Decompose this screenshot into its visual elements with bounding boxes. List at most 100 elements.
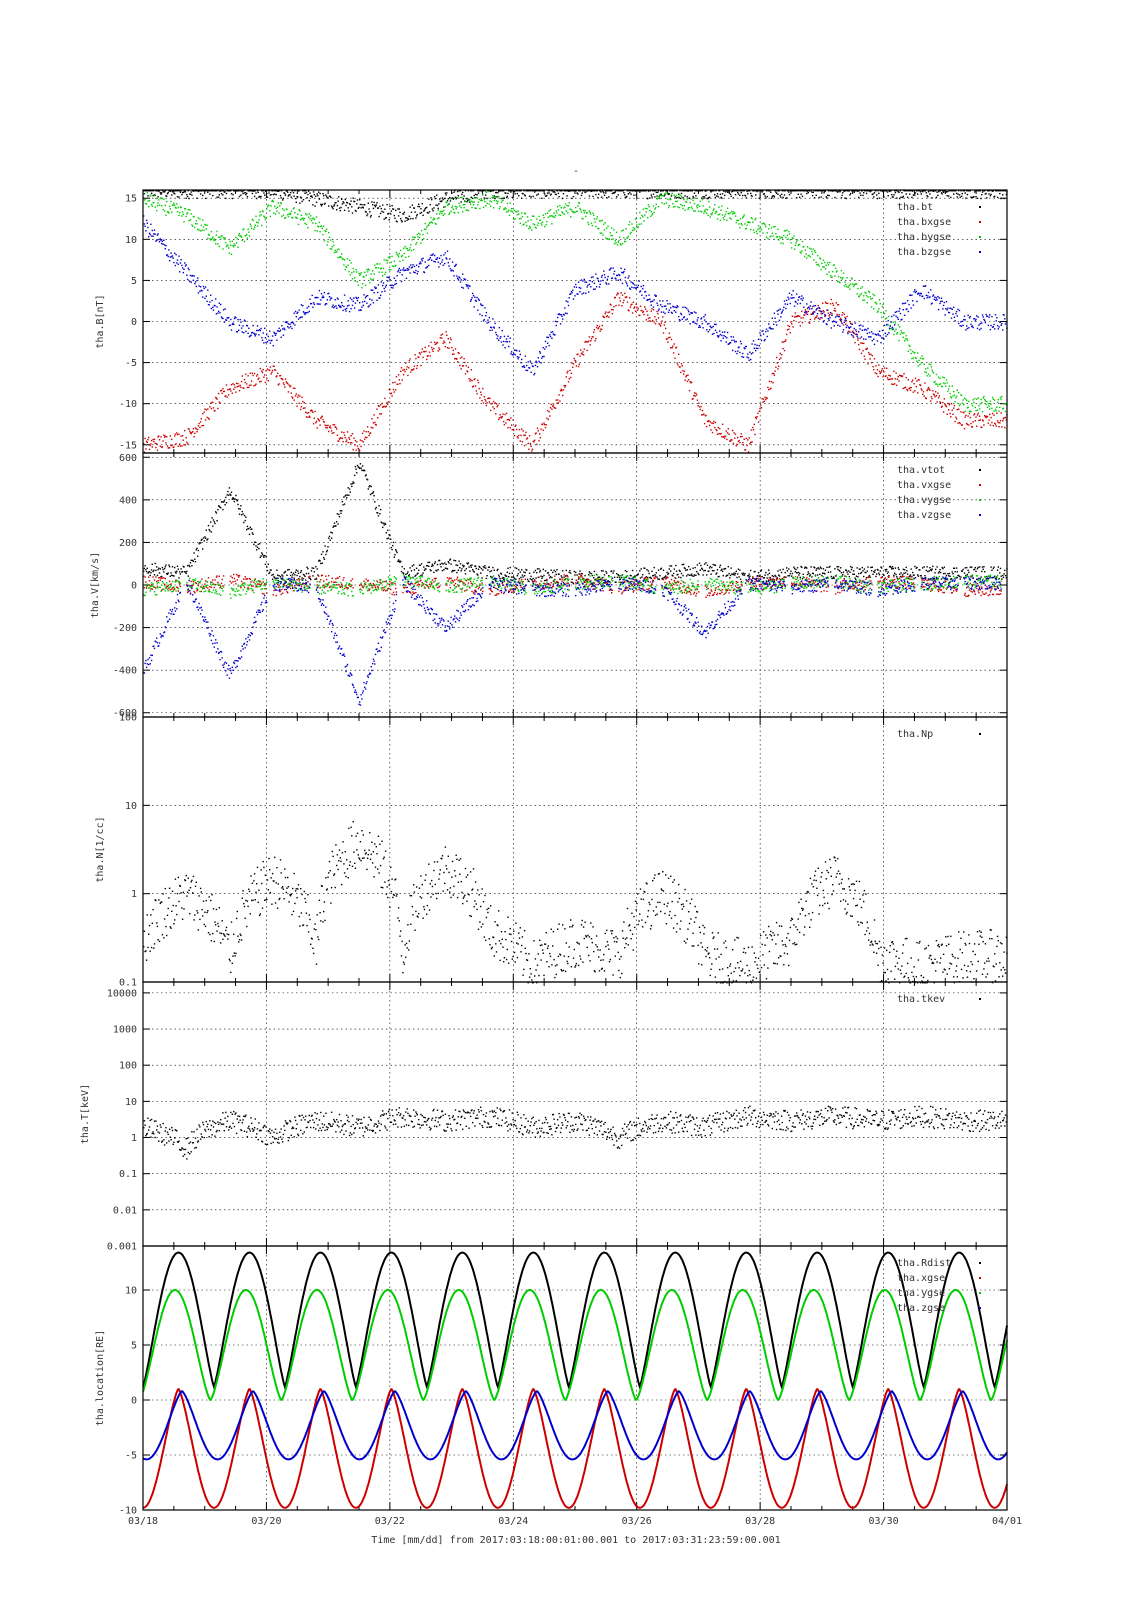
data-point [238,195,241,198]
data-point [250,384,252,386]
data-point [824,190,827,192]
data-point [544,225,546,228]
data-point [555,324,557,327]
data-point [876,334,878,336]
data-point [643,313,645,316]
data-point [736,190,738,192]
data-point [251,218,254,221]
data-point [380,413,382,415]
data-point [674,306,676,308]
data-point [776,190,778,192]
data-point [569,208,571,210]
data-point [210,231,213,233]
data-point [444,197,446,200]
data-point [755,349,757,352]
data-point [886,324,888,326]
data-point [891,194,893,196]
data-point [788,328,790,330]
data-point [175,443,177,445]
data-point [870,353,872,356]
data-point [211,401,213,403]
data-point [231,392,233,394]
data-point [542,214,544,216]
data-point [700,190,702,192]
data-point [421,260,423,262]
data-point [750,441,752,443]
data-point [670,311,673,314]
data-point [235,317,237,319]
data-point [333,424,336,426]
data-point [438,348,441,351]
data-point [498,326,501,329]
data-point [650,310,652,312]
data-point [366,271,369,273]
data-point [171,438,173,441]
data-point [402,374,405,376]
data-point [449,200,452,202]
data-point [358,448,360,451]
data-point [399,260,401,263]
data-point [186,193,188,196]
legend-marker [979,206,981,208]
data-point [922,357,925,360]
data-point [230,329,233,331]
data-point [833,325,835,327]
data-point [380,281,382,283]
data-point [711,214,713,216]
data-point [693,210,695,212]
data-point [283,209,285,212]
data-point [662,316,664,318]
data-point [870,298,872,300]
data-point [211,237,213,240]
data-point [292,217,294,219]
data-point [726,432,729,434]
data-point [243,190,245,192]
data-point [357,297,359,299]
data-point [668,193,670,195]
data-point [778,309,780,311]
data-point [741,224,743,226]
data-point [634,227,636,230]
data-point [921,190,923,192]
data-point [217,407,219,410]
data-point [605,190,607,192]
data-point [492,197,494,199]
data-point [629,192,631,194]
data-point [391,205,393,207]
data-point [996,190,998,192]
data-point [224,237,226,239]
data-point [604,222,606,224]
data-point [537,357,539,359]
data-point [616,274,619,277]
data-point [975,416,977,418]
data-point [930,396,933,398]
data-point [294,216,297,219]
data-point [815,316,817,319]
data-point [872,293,874,296]
data-point [802,317,804,319]
data-point [351,278,354,280]
data-point [415,264,418,266]
data-point [1004,403,1006,405]
data-point [150,192,153,194]
data-point [510,208,513,210]
data-point [331,206,333,209]
data-point [330,427,332,429]
data-point [445,331,447,333]
data-point [387,259,389,262]
data-point [666,300,668,302]
data-point [204,297,206,299]
data-point [809,318,812,321]
data-point [937,397,940,399]
data-point [600,196,603,198]
data-point [385,405,387,407]
data-point [780,242,782,244]
data-point [539,437,542,439]
data-point [407,217,409,220]
data-point [785,307,787,310]
data-point [645,211,647,213]
data-point [323,421,326,423]
data-point [937,194,939,197]
data-point [878,197,881,199]
data-point [836,315,838,317]
